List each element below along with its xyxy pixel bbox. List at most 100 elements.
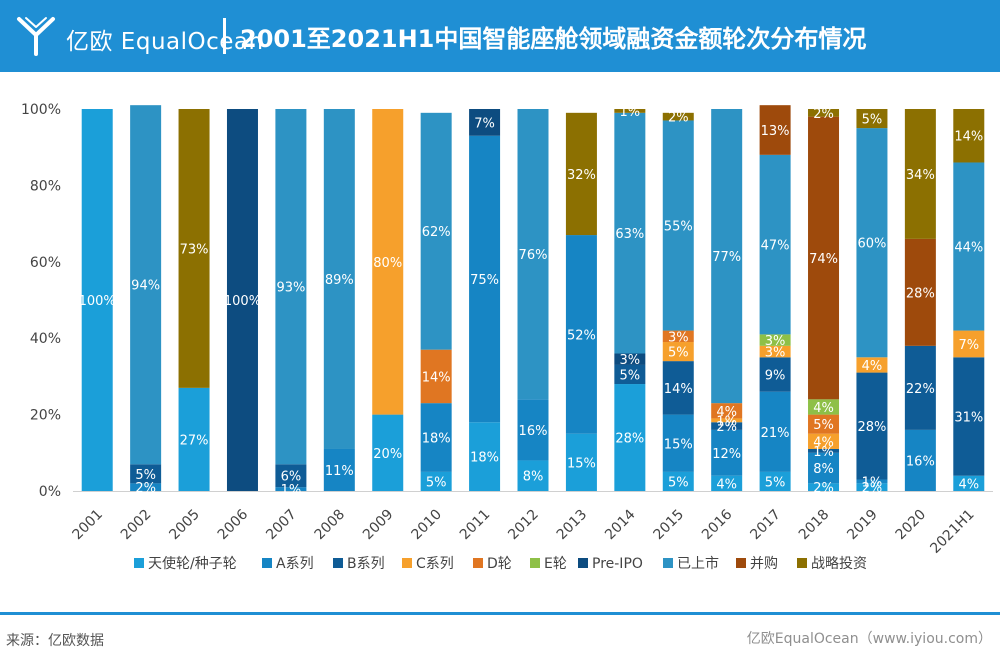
data-label: 3% (668, 330, 689, 345)
data-label: 11% (325, 464, 354, 479)
source-note: 来源：亿欧数据 (6, 633, 104, 649)
x-tick-label: 2014 (602, 506, 639, 543)
bar-segment (904, 109, 936, 239)
x-tick-label: 2010 (408, 507, 445, 544)
bar-segment (856, 128, 888, 358)
bar-segment (372, 414, 404, 491)
x-tick-label: 2011 (457, 507, 494, 544)
x-tick-label: 2007 (263, 507, 300, 544)
legend-label: 已上市 (677, 555, 719, 572)
data-label: 14% (422, 370, 451, 385)
x-tick-label: 2005 (166, 507, 203, 544)
data-label: 2% (135, 481, 156, 496)
data-label: 28% (857, 420, 886, 435)
data-label: 3% (765, 346, 786, 361)
y-tick-label: 40% (30, 331, 61, 347)
bar-segment (81, 109, 113, 491)
equalocean-logo-icon (17, 17, 55, 56)
bar-segment (759, 471, 791, 491)
data-label: 4% (862, 359, 883, 374)
bar-segment (323, 109, 355, 449)
data-label: 77% (712, 250, 741, 265)
data-label: 7% (474, 116, 495, 131)
data-label: 31% (954, 411, 983, 426)
x-tick-label: 2006 (215, 506, 252, 543)
data-label: 1% (716, 414, 737, 429)
legend-swatch (262, 558, 272, 568)
site-credit: 亿欧EqualOcean（www.iyiou.com） (746, 631, 992, 647)
y-tick-label: 0% (39, 484, 61, 500)
data-label: 5% (620, 368, 641, 383)
data-label: 6% (281, 470, 302, 485)
data-label: 14% (954, 130, 983, 145)
bar-segment (517, 460, 549, 491)
data-label: 74% (809, 252, 838, 267)
bar-segment (275, 464, 307, 488)
bar-segment (662, 112, 694, 121)
bar-segment (808, 452, 840, 484)
bar-segment (662, 342, 694, 362)
bar-segment (517, 109, 549, 400)
bar-segment (856, 109, 888, 129)
data-label: 60% (857, 237, 886, 252)
bar-segment (759, 345, 791, 358)
data-label: 1% (620, 105, 641, 120)
data-label: 28% (906, 286, 935, 301)
data-label: 3% (765, 334, 786, 349)
header-divider (223, 18, 226, 54)
bar-segment (953, 330, 985, 358)
data-label: 13% (761, 124, 790, 139)
data-label: 28% (615, 432, 644, 447)
data-label: 76% (519, 248, 548, 263)
bar-segment (856, 479, 888, 484)
data-label: 4% (716, 477, 737, 492)
bar-segment (420, 349, 452, 404)
bar-segment (711, 403, 743, 419)
x-tick-label: 2018 (796, 507, 833, 544)
bar-segment (808, 448, 840, 453)
bar-segment (469, 109, 501, 136)
bar-segment (130, 483, 162, 491)
y-tick-label: 20% (30, 408, 61, 424)
legend-swatch (473, 558, 483, 568)
bar-segment (953, 109, 985, 163)
data-label: 18% (470, 451, 499, 466)
legend-label: C系列 (416, 556, 454, 572)
data-label: 94% (131, 279, 160, 294)
x-tick-label: 2001 (70, 507, 107, 544)
data-label: 16% (906, 454, 935, 469)
bar-segment (759, 105, 791, 155)
bar-segment (856, 483, 888, 491)
bar-segment (953, 357, 985, 476)
bar-segment (130, 464, 162, 484)
header-banner: 亿欧 EqualOcean 2001至2021H1中国智能座舱领域融资金额轮次分… (0, 0, 1000, 72)
bar-segment (904, 345, 936, 430)
bar-segment (178, 109, 210, 388)
legend-label: D轮 (487, 556, 512, 572)
bar-segment (420, 471, 452, 491)
x-tick-label: 2021H1 (927, 507, 977, 557)
data-label: 8% (813, 462, 834, 477)
data-label: 44% (954, 241, 983, 256)
stacked-bar-chart: 0%20%40%60%80%100%100%20012%5%94%200227%… (21, 102, 993, 572)
data-label: 21% (761, 426, 790, 441)
bar-segment (662, 120, 694, 331)
bar-segment (275, 487, 307, 491)
data-label: 5% (813, 418, 834, 433)
data-label: 1% (281, 483, 302, 498)
data-label: 12% (712, 447, 741, 462)
bar-segment (662, 414, 694, 472)
data-label: 5% (862, 113, 883, 128)
legend-label: B系列 (347, 556, 385, 572)
data-label: 55% (664, 220, 693, 235)
legend-swatch (736, 558, 746, 568)
data-label: 4% (716, 405, 737, 420)
bar-segment (759, 334, 791, 346)
legend-label: 天使轮/种子轮 (148, 555, 237, 572)
bar-segment (856, 372, 888, 480)
bar-segment (904, 429, 936, 491)
bar-segment (420, 403, 452, 472)
bar-segment (904, 238, 936, 346)
bar-segment (953, 475, 985, 491)
bar-segment (808, 483, 840, 491)
